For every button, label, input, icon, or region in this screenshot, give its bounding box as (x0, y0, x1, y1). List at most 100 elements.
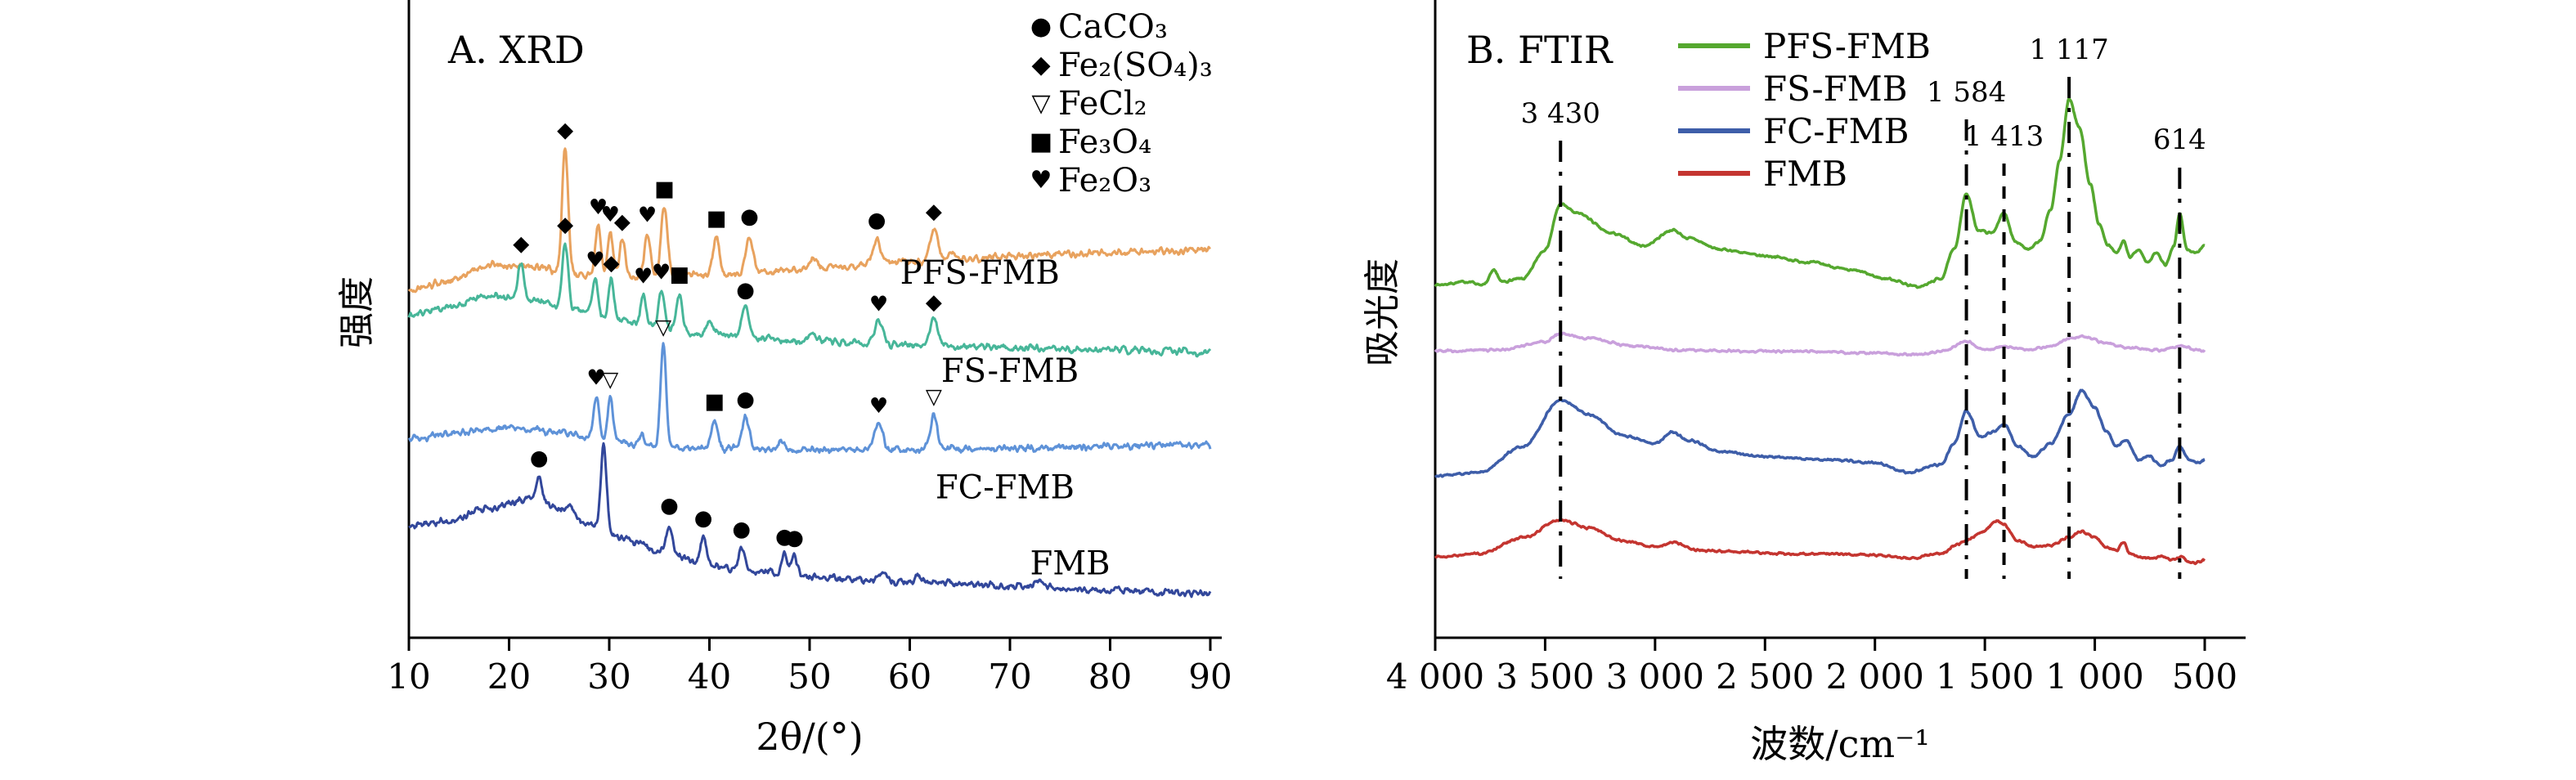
diamond-marker-icon: ◆ (1031, 50, 1051, 79)
ftir-legend-item: PFS-FMB (1678, 25, 1931, 67)
xrd-peak-marker-heart: ♥ (634, 264, 653, 289)
ftir-series-FS-FMB (1434, 331, 2206, 357)
xrd-tick-label: 60 (888, 657, 931, 697)
xrd-series-FS-FMB (407, 242, 1212, 358)
xrd-x-axis-title: 2θ/(°) (756, 715, 864, 759)
xrd-peak-marker-heart: ♥ (601, 203, 620, 227)
xrd-y-axis-title: 强度 (336, 276, 378, 348)
ftir-tick-label: 4 000 (1386, 657, 1484, 697)
xrd-peak-marker-circle: ● (660, 494, 679, 518)
ftir-tick-label: 3 000 (1606, 657, 1704, 697)
xrd-peak-marker-square: ■ (654, 177, 675, 201)
xrd-tick-label: 50 (788, 657, 831, 697)
ftir-annotation-label: 614 (2153, 123, 2206, 156)
xrd-peak-marker-heart: ♥ (869, 292, 888, 316)
xrd-peak-marker-circle: ● (736, 387, 755, 411)
xrd-peak-marker-triangle-down-open: ▽ (655, 316, 671, 340)
xrd-legend-label: FeCl₂ (1058, 84, 1147, 123)
ftir-legend-label: FMB (1763, 153, 1848, 194)
xrd-peak-marker-triangle-down-open: ▽ (926, 384, 942, 409)
xrd-tick-label: 80 (1088, 657, 1132, 697)
xrd-peak-marker-circle: ● (775, 524, 794, 549)
ftir-legend-label: FS-FMB (1763, 68, 1908, 109)
xrd-peak-marker-heart: ♥ (869, 394, 888, 419)
xrd-series-FC-FMB (407, 342, 1212, 455)
xrd-legend-item: ◆ Fe₂(SO₄)₃ (1024, 46, 1213, 84)
ftir-legend-label: FC-FMB (1763, 110, 1910, 151)
xrd-peak-marker-square: ■ (704, 390, 725, 415)
xrd-peak-marker-square: ■ (669, 262, 689, 287)
ftir-panel-title: B. FTIR (1466, 28, 1613, 72)
ftir-tick-label: 3 500 (1496, 657, 1594, 697)
ftir-series-PFS-FMB (1434, 96, 2206, 289)
ftir-legend-color-line (1678, 43, 1750, 48)
xrd-peak-marker-heart: ♥ (638, 203, 657, 227)
xrd-tick-label: 30 (587, 657, 631, 697)
ftir-series-FMB (1434, 518, 2206, 566)
heart-marker-icon: ♥ (1030, 165, 1052, 195)
ftir-annotation-label: 1 117 (2029, 34, 2108, 66)
xrd-peak-marker-circle: ● (530, 446, 549, 470)
square-marker-icon: ■ (1029, 127, 1053, 156)
xrd-peak-marker-diamond: ◆ (513, 231, 529, 256)
xrd-peak-marker-diamond: ◆ (926, 290, 942, 315)
xrd-peak-marker-diamond: ◆ (614, 209, 631, 234)
xrd-peak-marker-heart: ♥ (652, 260, 671, 285)
xrd-series-FMB (408, 442, 1212, 598)
xrd-tick-label: 90 (1188, 657, 1232, 697)
xrd-legend-item: ● CaCO₃ (1024, 7, 1213, 46)
xrd-peak-marker-circle: ● (694, 506, 713, 531)
xrd-legend-label: CaCO₃ (1058, 7, 1168, 46)
xrd-peak-marker-diamond: ◆ (926, 199, 942, 224)
xrd-peak-marker-diamond: ◆ (557, 213, 573, 237)
ftir-legend-item: FMB (1678, 152, 1931, 195)
ftir-annotation-label: 1 584 (1927, 76, 2006, 109)
xrd-series-label: FMB (1030, 545, 1110, 582)
xrd-legend-label: Fe₃O₄ (1058, 123, 1152, 161)
ftir-annotation-label: 1 413 (1964, 120, 2044, 153)
xrd-legend-item: ■ Fe₃O₄ (1024, 123, 1213, 161)
xrd-legend: ● CaCO₃ ◆ Fe₂(SO₄)₃ ▽ FeCl₂ ■ Fe₃O₄ ♥ Fe… (1024, 7, 1213, 199)
ftir-legend-item: FC-FMB (1678, 110, 1931, 152)
xrd-series-label: FC-FMB (936, 469, 1075, 507)
xrd-peak-marker-circle: ● (740, 204, 759, 229)
ftir-tick-label: 500 (2172, 657, 2237, 697)
xrd-peak-marker-circle: ● (732, 518, 751, 542)
ftir-tick-label: 2 000 (1826, 657, 1924, 697)
xrd-series-label: FS-FMB (941, 352, 1079, 390)
xrd-series-label: PFS-FMB (900, 254, 1060, 292)
circle-marker-icon: ● (1030, 11, 1052, 41)
ftir-tick-label: 1 000 (2045, 657, 2143, 697)
xrd-peak-marker-diamond: ◆ (557, 118, 573, 142)
xrd-series-PFS-FMB (407, 147, 1212, 294)
ftir-legend: PFS-FMB FS-FMB FC-FMB FMB (1678, 25, 1931, 195)
ftir-legend-color-line (1678, 86, 1750, 91)
xrd-legend-item: ▽ FeCl₂ (1024, 84, 1213, 123)
xrd-peak-marker-circle: ● (868, 208, 886, 233)
xrd-legend-label: Fe₂(SO₄)₃ (1058, 46, 1213, 84)
xrd-peak-marker-heart: ♥ (586, 249, 604, 273)
ftir-annotation-label: 3 430 (1521, 97, 1600, 130)
xrd-panel-title: A. XRD (448, 28, 585, 72)
xrd-peak-marker-circle: ● (785, 526, 804, 550)
xrd-tick-label: 40 (688, 657, 731, 697)
ftir-legend-color-line (1678, 128, 1750, 133)
ftir-y-axis-title: 吸光度 (1362, 258, 1403, 366)
xrd-peak-marker-triangle-down-open: ▽ (602, 368, 618, 392)
ftir-legend-color-line (1678, 171, 1750, 176)
ftir-x-axis-title: 波数/cm⁻¹ (1750, 722, 1930, 766)
ftir-series-FC-FMB (1434, 388, 2206, 479)
xrd-peak-marker-diamond: ◆ (603, 251, 619, 276)
xrd-peak-marker-heart: ♥ (586, 366, 605, 391)
xrd-tick-label: 20 (487, 657, 531, 697)
ftir-tick-label: 1 500 (1936, 657, 2034, 697)
xrd-peak-marker-circle: ● (736, 278, 755, 303)
triangle-marker-icon: ▽ (1031, 88, 1051, 118)
xrd-legend-item: ♥ Fe₂O₃ (1024, 161, 1213, 199)
xrd-legend-label: Fe₂O₃ (1058, 161, 1152, 199)
ftir-legend-item: FS-FMB (1678, 67, 1931, 110)
xrd-peak-marker-heart: ♥ (589, 195, 608, 220)
ftir-tick-label: 2 500 (1716, 657, 1814, 697)
ftir-legend-label: PFS-FMB (1763, 25, 1931, 66)
